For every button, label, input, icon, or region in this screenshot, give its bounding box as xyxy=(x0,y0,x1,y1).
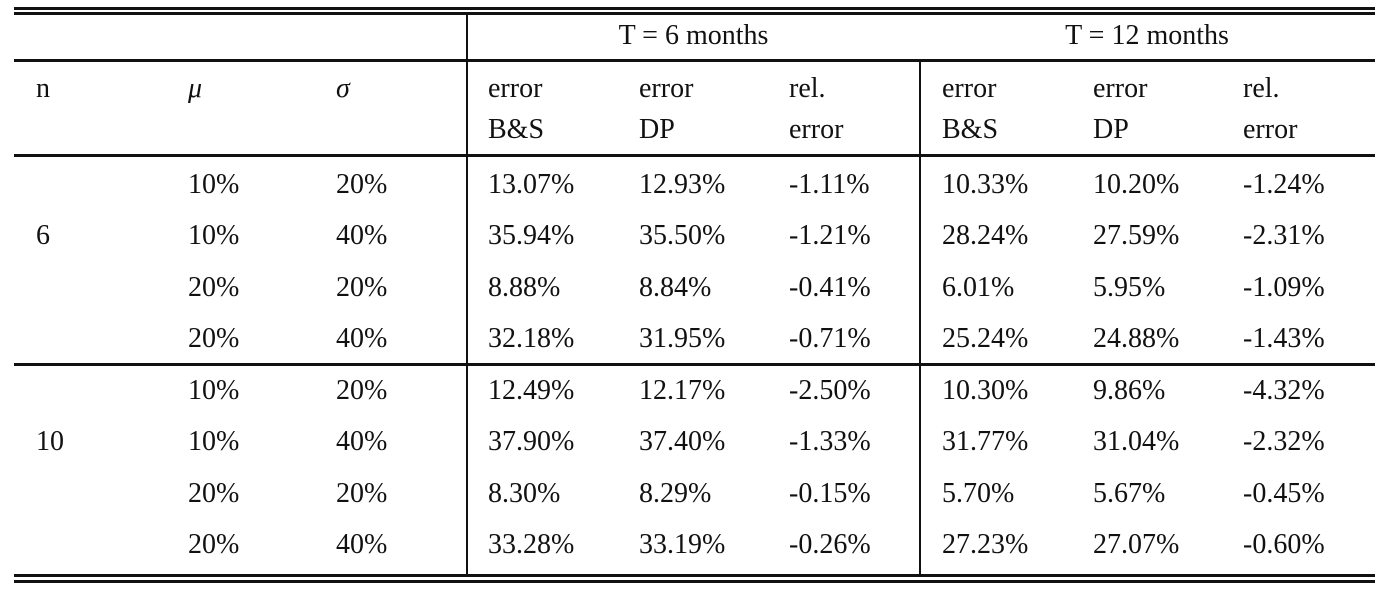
n-cell: 6 xyxy=(36,220,50,252)
rel-error-12m-cell: -1.43% xyxy=(1243,322,1325,354)
mu-cell: 10% xyxy=(188,220,240,252)
bottom-rule-inner xyxy=(14,574,1375,577)
col-header-rel-error-12m: rel. error xyxy=(1243,68,1297,150)
group-header-6-months: T = 6 months xyxy=(618,20,769,51)
col-header-line2: DP xyxy=(639,114,675,145)
error-bs-6m-cell: 32.18% xyxy=(488,322,575,354)
error-dp-12m-cell: 10.20% xyxy=(1093,169,1180,200)
error-bs-6m-cell: 8.88% xyxy=(488,271,561,303)
mu-cell: 20% xyxy=(188,271,240,303)
sigma-cell: 40% xyxy=(336,220,388,252)
sigma-cell: 20% xyxy=(336,271,388,303)
top-rule-inner xyxy=(14,12,1375,15)
error-bs-6m-cell: 8.30% xyxy=(488,477,561,509)
error-bs-12m-cell: 31.77% xyxy=(942,426,1029,458)
rel-error-12m-cell: -0.60% xyxy=(1243,528,1325,560)
rel-error-12m-cell: -1.24% xyxy=(1243,169,1325,200)
error-dp-12m-cell: 9.86% xyxy=(1093,375,1166,406)
rel-error-6m-cell: -1.11% xyxy=(789,169,870,200)
error-dp-6m-cell: 35.50% xyxy=(639,220,726,252)
col-header-line2: B&S xyxy=(942,114,999,145)
mu-cell: 10% xyxy=(188,375,240,406)
rel-error-6m-cell: -1.33% xyxy=(789,426,871,458)
col-header-line1: rel. xyxy=(1243,73,1280,104)
rel-error-12m-cell: -0.45% xyxy=(1243,477,1325,509)
error-bs-6m-cell: 37.90% xyxy=(488,426,575,458)
col-header-sigma: σ xyxy=(336,73,350,104)
mu-cell: 10% xyxy=(188,169,240,200)
sigma-cell: 20% xyxy=(336,477,388,509)
error-bs-12m-cell: 6.01% xyxy=(942,271,1015,303)
error-dp-12m-cell: 31.04% xyxy=(1093,426,1180,458)
col-header-mu: μ xyxy=(188,73,203,104)
error-bs-6m-cell: 12.49% xyxy=(488,375,575,406)
error-bs-12m-cell: 10.30% xyxy=(942,375,1029,406)
header-rule xyxy=(14,154,1375,157)
col-header-line1: error xyxy=(1093,73,1148,104)
rel-error-6m-cell: -1.21% xyxy=(789,220,871,252)
rel-error-12m-cell: -1.09% xyxy=(1243,271,1325,303)
sigma-cell: 40% xyxy=(336,528,388,560)
mu-cell: 10% xyxy=(188,426,240,458)
col-header-error-bs-12m: error B&S xyxy=(942,68,998,150)
rel-error-6m-cell: -0.41% xyxy=(789,271,871,303)
col-header-error-dp-12m: error DP xyxy=(1093,68,1147,150)
block-separator-rule xyxy=(14,363,1375,366)
mu-cell: 20% xyxy=(188,477,240,509)
error-bs-12m-cell: 27.23% xyxy=(942,528,1029,560)
col-header-line2: B&S xyxy=(488,114,545,145)
error-dp-12m-cell: 5.67% xyxy=(1093,477,1166,509)
mu-cell: 20% xyxy=(188,322,240,354)
error-dp-6m-cell: 8.29% xyxy=(639,477,712,509)
error-bs-12m-cell: 25.24% xyxy=(942,322,1029,354)
col-header-line2: DP xyxy=(1093,114,1129,145)
col-header-line1: error xyxy=(488,73,543,104)
vertical-rule-right xyxy=(919,59,921,577)
rel-error-6m-cell: -0.26% xyxy=(789,528,871,560)
rel-error-6m-cell: -0.71% xyxy=(789,322,871,354)
error-dp-12m-cell: 27.07% xyxy=(1093,528,1180,560)
rel-error-12m-cell: -2.32% xyxy=(1243,426,1325,458)
col-header-rel-error-6m: rel. error xyxy=(789,68,843,150)
error-dp-6m-cell: 33.19% xyxy=(639,528,726,560)
error-dp-6m-cell: 12.17% xyxy=(639,375,726,406)
error-dp-6m-cell: 31.95% xyxy=(639,322,726,354)
error-bs-6m-cell: 13.07% xyxy=(488,169,575,200)
rel-error-12m-cell: -2.31% xyxy=(1243,220,1325,252)
col-header-error-bs-6m: error B&S xyxy=(488,68,544,150)
error-dp-12m-cell: 27.59% xyxy=(1093,220,1180,252)
error-dp-6m-cell: 37.40% xyxy=(639,426,726,458)
error-bs-12m-cell: 5.70% xyxy=(942,477,1015,509)
n-cell: 10 xyxy=(36,426,64,458)
top-rule-outer xyxy=(14,7,1375,10)
error-bs-12m-cell: 10.33% xyxy=(942,169,1029,200)
error-dp-6m-cell: 12.93% xyxy=(639,169,726,200)
col-header-line1: rel. xyxy=(789,73,826,104)
col-header-line1: error xyxy=(942,73,997,104)
error-dp-12m-cell: 24.88% xyxy=(1093,322,1180,354)
group-header-12-months: T = 12 months xyxy=(1065,20,1229,51)
mu-cell: 20% xyxy=(188,528,240,560)
col-header-error-dp-6m: error DP xyxy=(639,68,693,150)
rel-error-12m-cell: -4.32% xyxy=(1243,375,1325,406)
col-header-line1: error xyxy=(639,73,694,104)
rel-error-6m-cell: -0.15% xyxy=(789,477,871,509)
sigma-cell: 40% xyxy=(336,426,388,458)
vertical-rule-left xyxy=(466,12,468,577)
col-header-line2: error xyxy=(789,114,844,145)
header-group-rule xyxy=(14,59,1375,62)
bottom-rule-outer xyxy=(14,580,1375,583)
sigma-cell: 40% xyxy=(336,322,388,354)
error-bs-6m-cell: 33.28% xyxy=(488,528,575,560)
error-dp-6m-cell: 8.84% xyxy=(639,271,712,303)
col-header-line2: error xyxy=(1243,114,1298,145)
sigma-cell: 20% xyxy=(336,375,388,406)
rel-error-6m-cell: -2.50% xyxy=(789,375,871,406)
error-bs-6m-cell: 35.94% xyxy=(488,220,575,252)
col-header-n: n xyxy=(36,73,50,104)
sigma-cell: 20% xyxy=(336,169,388,200)
error-dp-12m-cell: 5.95% xyxy=(1093,271,1166,303)
error-bs-12m-cell: 28.24% xyxy=(942,220,1029,252)
